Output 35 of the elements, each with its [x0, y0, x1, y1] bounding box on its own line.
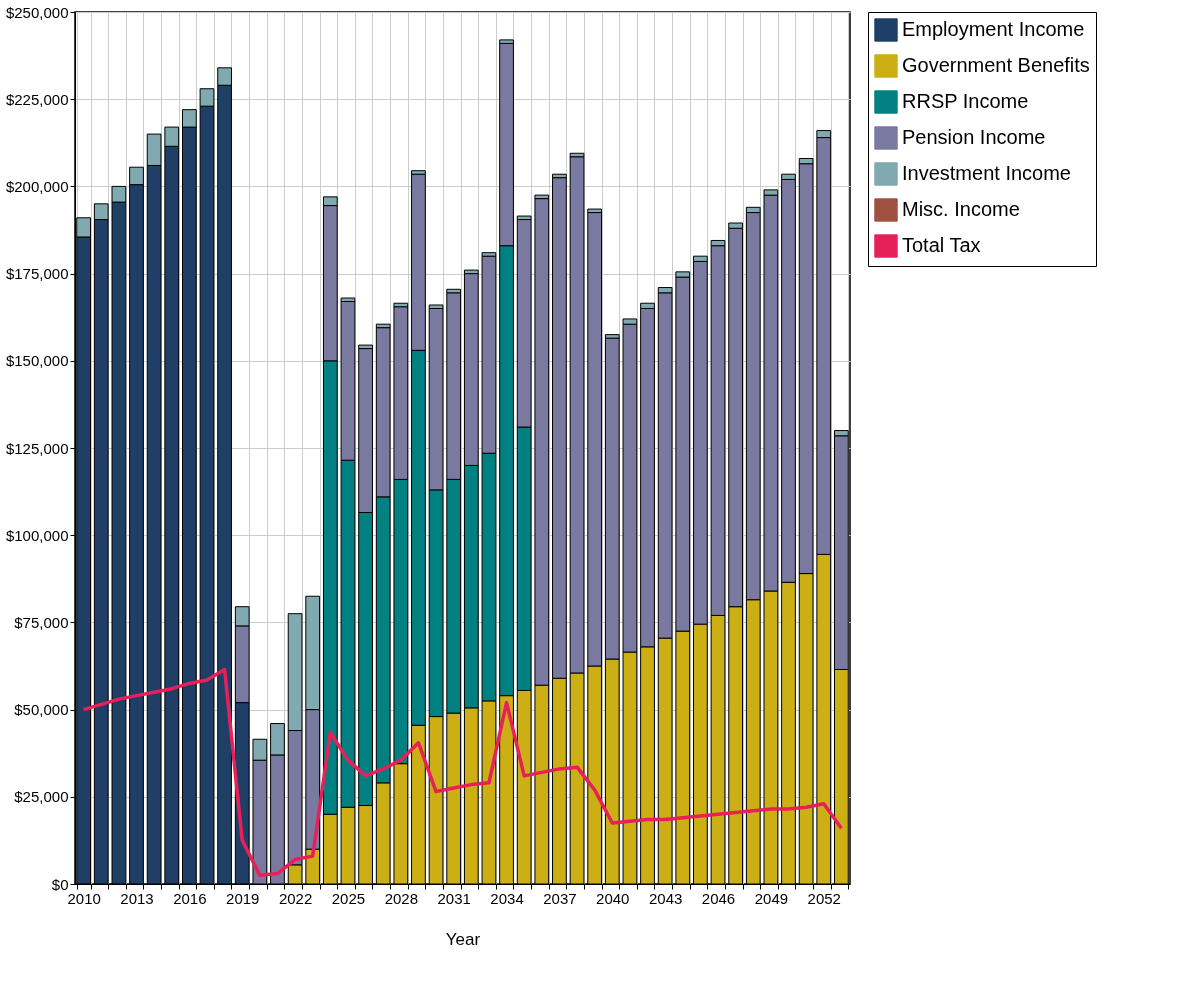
x-tick-label: 2010 [67, 889, 101, 907]
x-tick-label: 2052 [807, 889, 841, 907]
x-tick-label: 2025 [331, 889, 366, 907]
y-tick-label: $125,000 [5, 439, 69, 457]
x-tick-label: 2019 [226, 889, 260, 907]
x-tick-label: 2013 [120, 889, 154, 907]
x-tick-label: 2034 [490, 889, 524, 907]
y-tick-label: $225,000 [5, 90, 69, 108]
legend-label: Government Benefits [902, 54, 1090, 76]
y-tick-label: $150,000 [5, 352, 69, 370]
x-tick-label: 2040 [596, 889, 630, 907]
y-tick-label: $0 [51, 875, 69, 893]
y-tick-label: $25,000 [14, 788, 69, 806]
legend-label: Misc. Income [902, 198, 1020, 220]
x-tick-label: 2046 [701, 889, 736, 907]
x-tick-label: 2016 [173, 889, 207, 907]
y-tick-label: $200,000 [5, 177, 69, 195]
y-tick-label: $75,000 [14, 613, 69, 631]
x-tick-label: 2022 [278, 889, 313, 907]
x-tick-label: 2031 [437, 889, 471, 907]
legend-label: Employment Income [902, 18, 1085, 40]
legend-label: RRSP Income [902, 90, 1029, 112]
y-tick-label: $250,000 [5, 3, 69, 21]
x-axis-title: Year [445, 929, 481, 949]
x-tick-label: 2037 [543, 889, 577, 907]
y-tick-label: $100,000 [5, 526, 69, 544]
y-tick-label: $175,000 [5, 265, 69, 283]
x-tick-label: 2043 [648, 889, 683, 907]
x-tick-label: 2028 [384, 889, 419, 907]
legend-label: Total Tax [902, 234, 981, 256]
legend-label: Pension Income [902, 126, 1046, 148]
y-tick-label: $50,000 [14, 701, 69, 719]
x-tick-label: 2049 [754, 889, 789, 907]
legend-label: Investment Income [902, 162, 1071, 184]
line-series [81, 667, 844, 878]
